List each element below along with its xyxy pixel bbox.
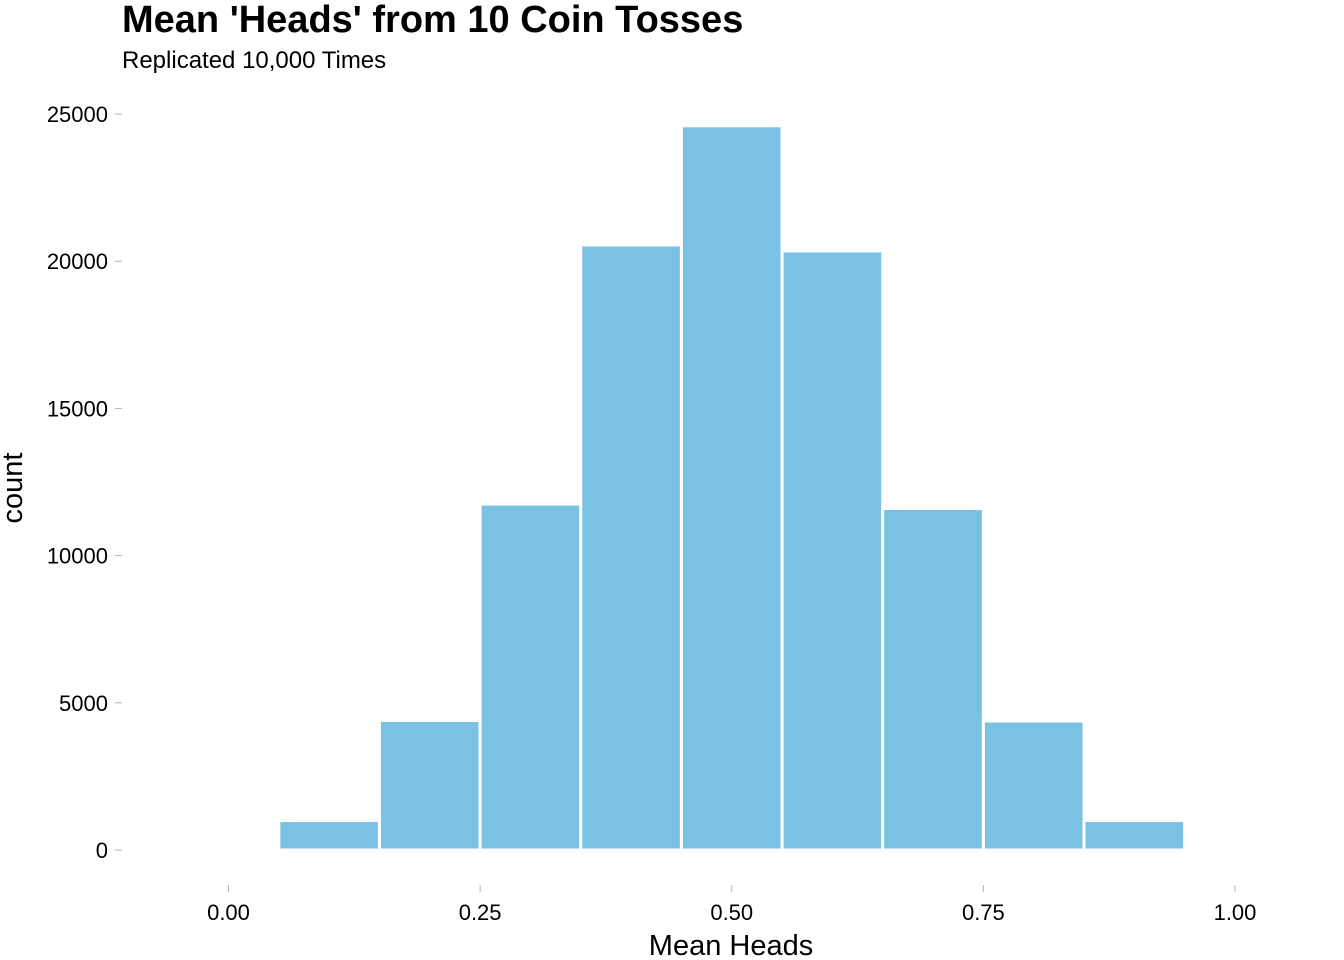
histogram-bar (679, 124, 784, 852)
y-tick-label: 15000 (47, 396, 108, 421)
histogram-bar (478, 502, 583, 852)
y-tick-label: 25000 (47, 102, 108, 127)
histogram-bar (1183, 845, 1287, 852)
histogram-bar (981, 719, 1086, 852)
x-tick-label: 0.25 (459, 900, 502, 925)
x-tick-label: 0.75 (962, 900, 1005, 925)
y-axis-title: count (0, 453, 29, 524)
y-tick-label: 20000 (47, 249, 108, 274)
histogram-bar (780, 249, 885, 852)
y-tick-label: 5000 (59, 691, 108, 716)
x-tick-label: 1.00 (1214, 900, 1257, 925)
histogram-bar (579, 243, 683, 852)
chart-title: Mean 'Heads' from 10 Coin Tosses (122, 0, 743, 41)
histogram-bars (277, 124, 1287, 852)
y-tick-label: 10000 (47, 544, 108, 569)
x-tick-label: 0.50 (710, 900, 753, 925)
x-tick-label: 0.00 (207, 900, 250, 925)
histogram-bar (377, 718, 482, 852)
y-axis: 0 5000 10000 15000 20000 25000 (47, 102, 122, 863)
chart-subtitle: Replicated 10,000 Times (122, 47, 386, 74)
histogram-bar (881, 506, 985, 852)
histogram-bar (1082, 819, 1187, 852)
x-axis-title: Mean Heads (649, 930, 813, 960)
x-axis: 0.00 0.25 0.50 0.75 1.00 (207, 885, 1256, 925)
y-tick-label: 0 (96, 838, 108, 863)
histogram-bar (277, 819, 381, 852)
